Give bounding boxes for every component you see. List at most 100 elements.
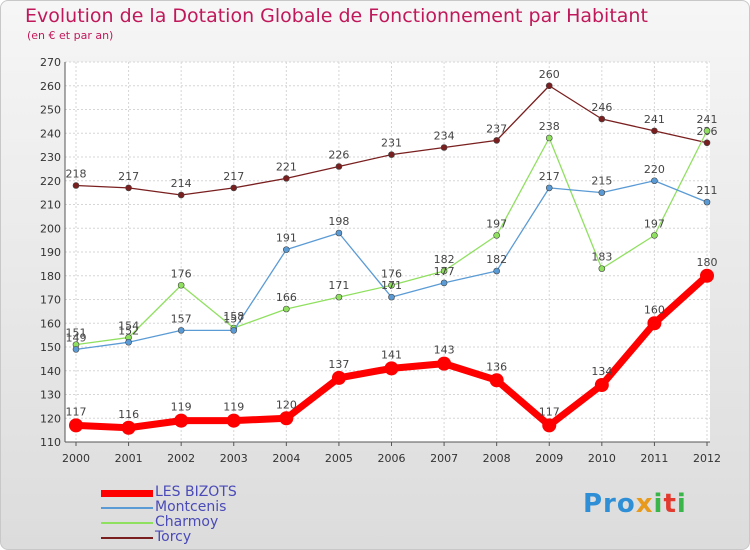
legend-item-les-bizots: LES BIZOTS <box>101 484 351 500</box>
data-label-torcy: 218 <box>66 168 87 181</box>
data-label-montcenis: 211 <box>697 184 718 197</box>
data-point-montcenis <box>335 229 343 237</box>
data-label-les-bizots: 180 <box>697 256 718 269</box>
data-label-charmoy: 238 <box>539 120 560 133</box>
y-tick-label: 230 <box>40 151 61 164</box>
data-point-montcenis <box>703 198 711 206</box>
legend-label: Torcy <box>155 529 192 545</box>
x-tick-label: 2000 <box>62 452 90 465</box>
data-label-montcenis: 198 <box>328 215 349 228</box>
y-tick-label: 220 <box>40 175 61 188</box>
data-label-torcy: 241 <box>644 113 665 126</box>
data-label-montcenis: 217 <box>539 170 560 183</box>
x-tick-label: 2008 <box>483 452 511 465</box>
x-tick-label: 2005 <box>325 452 353 465</box>
data-point-montcenis <box>493 267 500 275</box>
data-label-les-bizots: 117 <box>539 405 560 418</box>
data-label-montcenis: 157 <box>223 312 244 325</box>
data-point-montcenis <box>440 279 448 287</box>
data-label-torcy: 237 <box>486 122 507 135</box>
y-tick-label: 110 <box>40 436 61 449</box>
legend-item-torcy: Torcy <box>101 529 351 545</box>
legend-swatch <box>101 522 153 524</box>
data-point-les-bizots <box>542 418 557 433</box>
y-tick-label: 200 <box>40 222 61 235</box>
data-point-torcy <box>703 139 711 147</box>
y-tick-label: 270 <box>40 56 61 69</box>
chart-subtitle: (en € et par an) <box>27 29 114 42</box>
x-tick-label: 2002 <box>167 452 195 465</box>
data-label-les-bizots: 136 <box>486 360 507 373</box>
data-label-charmoy: 171 <box>328 279 349 292</box>
data-point-charmoy <box>177 281 185 289</box>
data-label-torcy: 217 <box>223 170 244 183</box>
data-point-charmoy <box>651 232 658 239</box>
x-tick-label: 2003 <box>220 452 248 465</box>
data-point-charmoy <box>545 134 553 142</box>
y-tick-label: 160 <box>40 317 61 330</box>
x-tick-label: 2011 <box>640 452 668 465</box>
data-point-torcy <box>440 144 448 151</box>
data-label-les-bizots: 143 <box>434 344 455 357</box>
data-point-charmoy <box>598 265 606 272</box>
data-point-torcy <box>125 184 132 192</box>
data-point-charmoy <box>440 267 448 275</box>
data-label-les-bizots: 141 <box>381 348 402 361</box>
data-point-charmoy <box>335 293 343 301</box>
data-label-les-bizots: 137 <box>328 358 349 371</box>
data-point-les-bizots <box>647 316 662 331</box>
data-point-charmoy <box>283 305 290 313</box>
data-label-charmoy: 166 <box>276 291 297 304</box>
data-point-les-bizots <box>279 411 294 426</box>
y-tick-label: 130 <box>40 389 61 402</box>
data-point-les-bizots <box>594 378 609 392</box>
legend-label: Charmoy <box>155 514 219 530</box>
data-label-montcenis: 149 <box>66 331 87 344</box>
data-label-montcenis: 220 <box>644 163 665 176</box>
data-label-torcy: 226 <box>328 149 349 162</box>
chart-legend: LES BIZOTS Montcenis Charmoy Torcy <box>101 484 351 545</box>
data-label-torcy: 234 <box>434 130 455 143</box>
data-label-charmoy: 176 <box>381 267 402 280</box>
data-label-les-bizots: 120 <box>276 398 297 411</box>
data-point-torcy <box>388 151 395 158</box>
data-point-torcy <box>598 115 606 123</box>
proxiti-logo: Proxiti <box>583 489 687 519</box>
data-point-charmoy <box>388 281 395 289</box>
data-label-torcy: 260 <box>539 68 560 81</box>
legend-swatch <box>101 537 153 539</box>
data-label-charmoy: 158 <box>223 310 244 323</box>
data-label-montcenis: 152 <box>118 324 139 337</box>
data-label-charmoy: 183 <box>591 251 612 264</box>
legend-swatch <box>101 489 153 497</box>
y-tick-label: 190 <box>40 246 61 259</box>
data-label-charmoy: 154 <box>118 320 139 333</box>
data-point-torcy <box>230 184 238 192</box>
data-point-torcy <box>651 127 658 135</box>
y-tick-label: 120 <box>40 412 61 425</box>
data-point-montcenis <box>388 293 395 301</box>
data-point-charmoy <box>493 232 500 239</box>
legend-label: Montcenis <box>155 499 227 515</box>
data-point-les-bizots <box>489 373 504 388</box>
data-point-les-bizots <box>226 413 241 428</box>
x-tick-label: 2006 <box>378 452 406 465</box>
data-point-montcenis <box>230 327 238 334</box>
data-label-charmoy: 182 <box>434 253 455 266</box>
data-label-les-bizots: 134 <box>591 365 612 378</box>
y-tick-label: 210 <box>40 199 61 212</box>
data-label-les-bizots: 119 <box>171 401 192 414</box>
y-tick-label: 150 <box>40 341 61 354</box>
x-tick-label: 2004 <box>272 452 300 465</box>
data-point-les-bizots <box>384 361 399 376</box>
data-label-charmoy: 197 <box>486 217 507 230</box>
data-point-les-bizots <box>174 413 189 428</box>
data-point-les-bizots <box>121 420 136 435</box>
data-point-montcenis <box>598 189 606 196</box>
data-label-montcenis: 177 <box>434 265 455 278</box>
y-tick-label: 250 <box>40 104 61 117</box>
data-label-torcy: 246 <box>591 101 612 114</box>
data-point-torcy <box>335 163 343 170</box>
